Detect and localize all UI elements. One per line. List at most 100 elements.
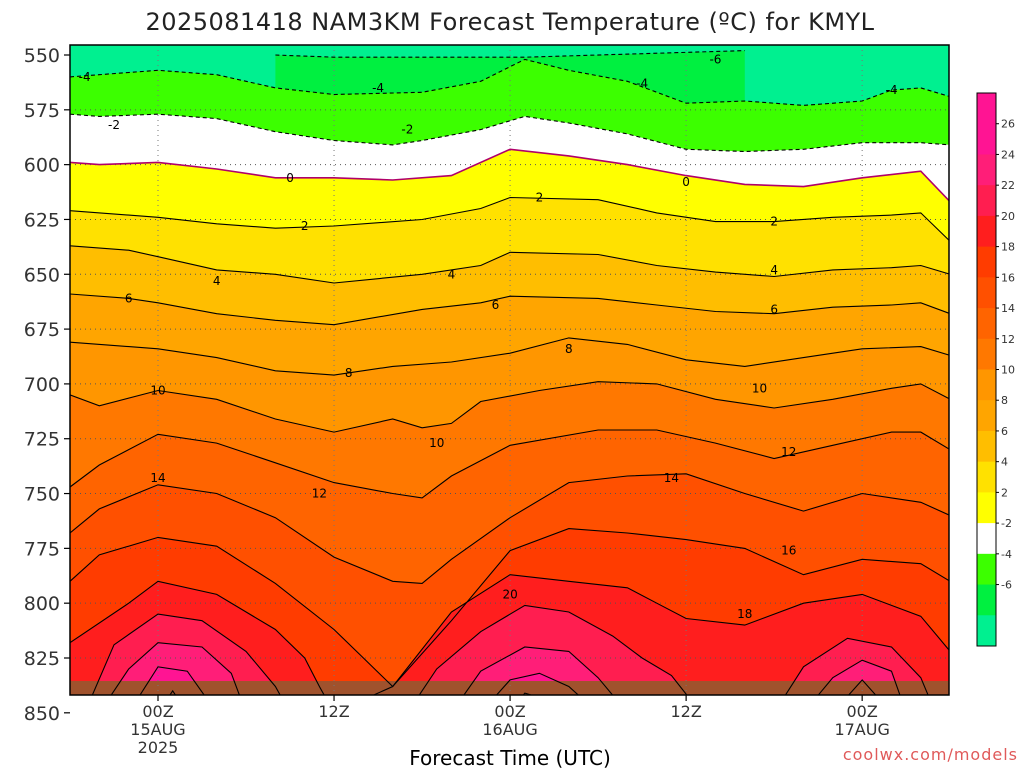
source-watermark: coolwx.com/models [843, 745, 1018, 764]
isotherm-20 [91, 604, 929, 695]
contour-label: 0 [682, 175, 690, 189]
colorbar: 26 24 22 20 18 16 14 12 10 8 6 4 2 -2 -4 -6 [976, 92, 1015, 647]
contour-label: -6 [709, 52, 721, 66]
colorbar-swatch [977, 553, 996, 586]
colorbar-swatch [977, 123, 996, 155]
isotherm-4 [70, 245, 949, 284]
x-tick-label: 12Z [318, 702, 349, 721]
ground-strip [70, 681, 949, 695]
isotherm-6 [70, 293, 949, 326]
isotherm-14 [70, 473, 949, 584]
y-tick-label: 775 [24, 538, 60, 560]
isotherm-8 [70, 337, 949, 376]
contour-label: -2 [401, 123, 413, 137]
isotherm-22 [110, 642, 901, 695]
contour-label: 6 [125, 291, 133, 305]
colorbar-swatch [977, 185, 996, 217]
colorbar-swatch [977, 215, 996, 248]
y-tick-label: 850 [24, 703, 60, 725]
x-tick-label: 2025 [138, 738, 179, 757]
colorbar-label: 10 [1001, 364, 1015, 377]
contour-label: 10 [429, 436, 444, 450]
contour-label: 20 [502, 587, 517, 601]
colorbar-swatch [977, 369, 996, 401]
contour-label: 10 [150, 383, 165, 397]
colorbar-label: -4 [1001, 548, 1012, 561]
colorbar-label: -2 [1001, 517, 1012, 530]
isotherm-18 [70, 574, 949, 695]
plot-area: -4 -4 -4 -4 -6 -2 -2 0 0 2 2 2 4 4 4 6 6 6 8 8 10 10 10 12 12 14 1… [69, 44, 950, 696]
colorbar-label: 4 [1001, 456, 1008, 469]
colorbar-swatch [977, 338, 996, 370]
y-tick-label: 700 [24, 374, 60, 396]
ground-layer [70, 681, 949, 695]
y-tick-label: 575 [24, 100, 60, 122]
y-tick-label: 600 [24, 155, 60, 177]
x-tick-label: 00Z [494, 702, 525, 721]
contour-label: 6 [770, 302, 778, 316]
contour-label: 2 [536, 191, 544, 205]
x-tick-label: 12Z [670, 702, 701, 721]
contour-label: -4 [79, 70, 91, 84]
x-tick-label: 15AUG [130, 720, 185, 739]
y-tick-label: 625 [24, 209, 60, 231]
contour-label: 10 [752, 381, 767, 395]
y-axis: 550 575 600 625 650 675 700 725 750 775 800 825 850 [24, 45, 70, 725]
contour-label: -4 [372, 81, 384, 95]
contour-label: 14 [664, 471, 679, 485]
contour-label: 6 [492, 298, 500, 312]
contour-label: 2 [301, 219, 309, 233]
colorbar-swatch [977, 461, 996, 493]
temperature-fill-layer [70, 45, 949, 695]
colorbar-label: 14 [1001, 302, 1015, 315]
colorbar-swatch [977, 308, 996, 340]
isotherm-10 [70, 381, 949, 433]
x-tick-label: 00Z [142, 702, 173, 721]
contour-label: 14 [150, 471, 165, 485]
y-tick-label: 750 [24, 484, 60, 506]
colorbar-label: 22 [1001, 179, 1015, 192]
colorbar-label: 12 [1001, 333, 1015, 346]
contour-label: -2 [108, 118, 120, 132]
y-tick-label: 825 [24, 648, 60, 670]
colorbar-label: -6 [1001, 579, 1012, 592]
colorbar-label: 2 [1001, 486, 1008, 499]
isotherm-minus-6 [275, 50, 745, 58]
contour-label: 8 [565, 342, 573, 356]
colorbar-label: 26 [1001, 118, 1015, 131]
contour-label: 2 [770, 215, 778, 229]
colorbar-swatch [977, 615, 996, 647]
y-tick-label: 650 [24, 264, 60, 286]
colorbar-label: 18 [1001, 241, 1015, 254]
colorbar-label: 8 [1001, 394, 1008, 407]
contour-label: -4 [886, 83, 898, 97]
y-tick-label: 800 [24, 593, 60, 615]
contour-label: 4 [448, 267, 456, 281]
isotherm-minus-4 [70, 58, 949, 106]
contour-label: 4 [213, 274, 221, 288]
colorbar-swatch [977, 430, 996, 463]
x-tick-label: 00Z [846, 702, 877, 721]
isotherm-2 [70, 196, 949, 242]
x-tick-label: 16AUG [482, 720, 537, 739]
colorbar-swatch [977, 93, 996, 125]
contour-label: 4 [770, 263, 778, 277]
x-tick-label: 17AUG [834, 720, 889, 739]
isotherm-12 [70, 429, 949, 499]
contour-label: 18 [737, 607, 752, 621]
isotherm-16 [70, 528, 949, 688]
y-tick-label: 550 [24, 45, 60, 67]
contour-labels: -4 -4 -4 -4 -6 -2 -2 0 0 2 2 2 4 4 4 6 6 6 8 8 10 10 10 12 12 14 1… [79, 52, 898, 621]
y-tick-label: 675 [24, 319, 60, 341]
chart-title: 2025081418 NAM3KM Forecast Temperature (… [145, 8, 874, 36]
contour-label: 0 [286, 171, 294, 185]
contour-label: 12 [781, 445, 796, 459]
isotherm-0 [70, 148, 949, 202]
contour-label: 12 [312, 487, 327, 501]
colorbar-label: 24 [1001, 148, 1015, 161]
contour-label: 8 [345, 366, 353, 380]
colorbar-swatch [977, 584, 996, 616]
y-tick-label: 725 [24, 429, 60, 451]
